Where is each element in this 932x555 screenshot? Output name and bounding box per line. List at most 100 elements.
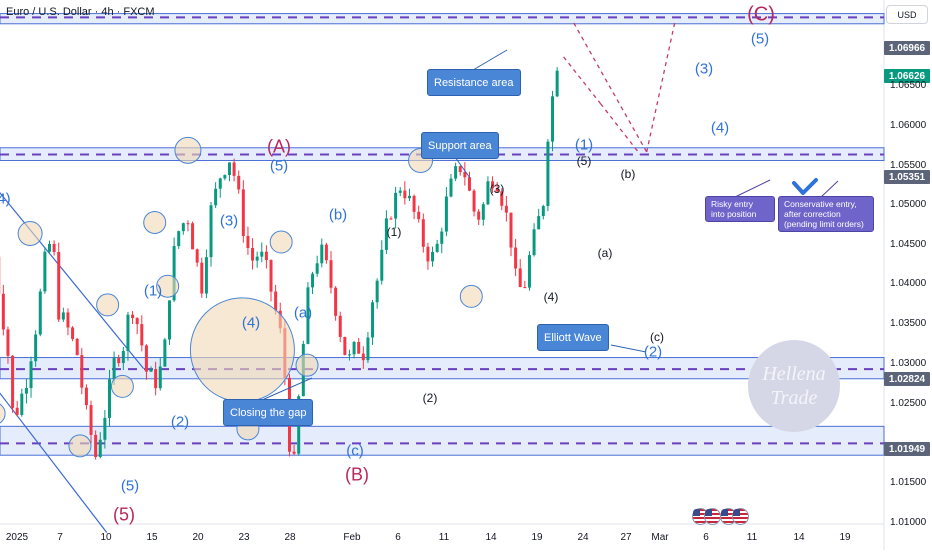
x-tick: 11	[747, 532, 757, 543]
x-tick: 6	[395, 532, 401, 543]
wave-label-3-left: (3)	[220, 213, 238, 230]
economic-events[interactable]	[690, 508, 752, 524]
candle-body	[237, 176, 240, 190]
wave-label-2-left-black: (2)	[423, 391, 438, 405]
candle-body	[191, 223, 194, 249]
candle-body	[113, 358, 116, 379]
candle-body	[43, 252, 46, 292]
candle-body	[334, 288, 337, 316]
candle-body	[39, 291, 42, 334]
candle-body	[136, 318, 139, 324]
x-tick: 19	[839, 532, 850, 543]
x-tick: 20	[192, 532, 203, 543]
wave-label-1-left: (1)	[144, 283, 162, 300]
candle-body	[445, 197, 448, 232]
chart-title: Euro / U.S. Dollar · 4h · FXCM	[6, 6, 155, 18]
candle-body	[482, 204, 485, 219]
candle-body	[30, 361, 33, 388]
wave-label-c-left: (c)	[346, 443, 364, 460]
x-tick: 27	[620, 532, 631, 543]
candle-body	[533, 229, 536, 255]
candle-body	[16, 408, 19, 415]
x-tick: 24	[577, 532, 588, 543]
candle-body	[537, 216, 540, 229]
wave-label-3-top: (3)	[695, 61, 713, 78]
candle-body	[519, 268, 522, 287]
y-tick: 1.04000	[890, 278, 926, 289]
us-flag-icon[interactable]	[704, 508, 721, 525]
candle-body	[90, 405, 93, 435]
candle-body	[362, 354, 365, 361]
candle-body	[413, 196, 416, 212]
wave-circle	[0, 403, 5, 425]
candle-body	[265, 252, 268, 260]
candle-body	[71, 327, 74, 338]
candle-body	[348, 354, 351, 355]
candle-body	[99, 440, 102, 457]
wave-label-b-right: (b)	[621, 167, 636, 181]
elliott-wave-callout: Elliott Wave	[537, 324, 609, 351]
candle-body	[53, 244, 56, 252]
candle-body	[228, 162, 231, 175]
y-tick: 1.03500	[890, 318, 926, 329]
trendline-0	[0, 180, 144, 369]
price-label-gap-upper: 1.02824	[884, 372, 930, 386]
candle-body	[205, 257, 208, 293]
candle-body	[94, 435, 97, 457]
y-tick: 1.06500	[890, 80, 926, 91]
candle-body	[117, 358, 120, 363]
candle-body	[366, 337, 369, 360]
wave-label-5-red-bottom: (5)	[113, 505, 135, 526]
wave-circle	[18, 222, 42, 246]
us-flag-icon[interactable]	[732, 508, 749, 525]
wave-label-1-left-black: (1)	[387, 225, 402, 239]
candle-body	[57, 252, 60, 320]
candle-body	[48, 244, 51, 252]
candle-body	[403, 191, 406, 199]
x-tick: 15	[146, 532, 157, 543]
candle-body	[514, 248, 517, 269]
wave-label-b-left: (b)	[329, 207, 347, 224]
candle-body	[546, 142, 549, 206]
y-tick: 1.06000	[890, 120, 926, 131]
candle-body	[233, 162, 236, 175]
wave-label-C: (C)	[747, 4, 775, 27]
wave-circle	[190, 298, 294, 402]
candle-body	[528, 255, 531, 288]
candle-body	[242, 189, 245, 236]
x-tick: 23	[238, 532, 249, 543]
candle-body	[11, 356, 14, 408]
wave-label-1-mid: (1)	[575, 137, 593, 154]
y-tick: 1.04500	[890, 239, 926, 250]
candle-body	[417, 212, 420, 219]
wave-label-4-mid: (4)	[544, 290, 559, 304]
wave-label-2-right: (2)	[644, 344, 662, 361]
price-label-support: 1.05351	[884, 170, 930, 184]
candle-body	[177, 231, 180, 246]
candle-body	[376, 281, 379, 303]
candle-body	[251, 248, 254, 261]
watermark-line-2: Trade	[771, 386, 818, 410]
price-label-gap-lower: 1.01949	[884, 442, 930, 456]
candle-body	[330, 260, 333, 288]
candle-body	[473, 191, 476, 212]
candle-body	[440, 232, 443, 244]
wave-label-5-mid: (5)	[577, 154, 592, 168]
candle-body	[325, 245, 328, 261]
x-tick: 2025	[6, 532, 28, 543]
x-tick: 19	[531, 532, 542, 543]
candle-body	[556, 71, 559, 97]
candle-body	[260, 252, 263, 257]
candle-body	[551, 96, 554, 141]
elliott-pointer	[611, 345, 646, 352]
candle-body	[450, 179, 453, 197]
candle-body	[126, 315, 129, 351]
candle-body	[6, 329, 9, 355]
candle-body	[390, 218, 393, 219]
candle-body	[320, 245, 323, 264]
candle-body	[20, 394, 23, 415]
candle-body	[219, 178, 222, 188]
currency-button[interactable]: USD	[886, 5, 928, 24]
candle-body	[108, 379, 111, 418]
